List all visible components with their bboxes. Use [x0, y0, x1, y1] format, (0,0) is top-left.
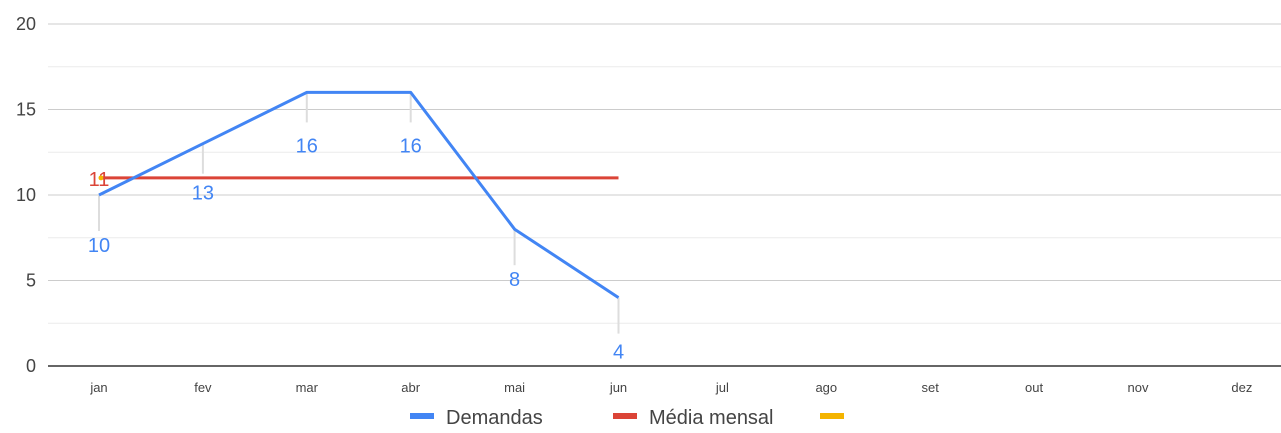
x-tick-label: ago	[815, 380, 837, 395]
x-tick-label: out	[1025, 380, 1043, 395]
grid-layer	[48, 23, 1281, 367]
series-layer	[98, 90, 620, 334]
x-tick-label: fev	[194, 380, 212, 395]
legend-swatch	[410, 413, 434, 419]
legend-item[interactable]: Média mensal	[613, 407, 774, 429]
legend-item[interactable]	[820, 413, 844, 419]
x-tick-label: jun	[609, 380, 627, 395]
data-label-media-mensal: 11	[89, 169, 110, 191]
data-label-demandas: 4	[613, 342, 624, 364]
y-tick-label: 20	[16, 14, 36, 34]
data-label-demandas: 13	[192, 183, 214, 205]
y-axis-ticks: 0 5 10 15 20	[16, 14, 36, 376]
data-label-demandas: 10	[88, 235, 110, 257]
legend-label: Média mensal	[649, 407, 774, 428]
data-label-demandas: 8	[509, 269, 520, 291]
y-tick-label: 10	[16, 185, 36, 205]
x-tick-label: nov	[1128, 380, 1149, 395]
data-label-demandas: 16	[296, 135, 318, 157]
x-tick-label: jan	[89, 380, 107, 395]
y-tick-label: 5	[26, 271, 36, 291]
x-tick-label: jul	[715, 380, 729, 395]
data-label-demandas: 16	[400, 135, 422, 157]
x-tick-label: dez	[1231, 380, 1252, 395]
x-tick-label: set	[922, 380, 940, 395]
legend-item[interactable]: Demandas	[410, 407, 543, 429]
x-tick-label: mai	[504, 380, 525, 395]
data-label-layer: 10 13 16 16 8 4 11	[88, 135, 624, 363]
legend[interactable]: Demandas Média mensal	[410, 407, 844, 429]
x-axis-ticks: jan fev mar abr mai jun jul ago set out nov dez	[89, 380, 1252, 395]
series-line-demandas[interactable]	[98, 90, 620, 299]
x-tick-label: mar	[296, 380, 319, 395]
y-tick-label: 15	[16, 100, 36, 120]
series-point-third[interactable]	[98, 175, 104, 181]
legend-label: Demandas	[446, 407, 543, 428]
x-tick-label: abr	[401, 380, 420, 395]
y-tick-label: 0	[26, 356, 36, 376]
legend-swatch	[820, 413, 844, 419]
legend-swatch	[613, 413, 637, 419]
